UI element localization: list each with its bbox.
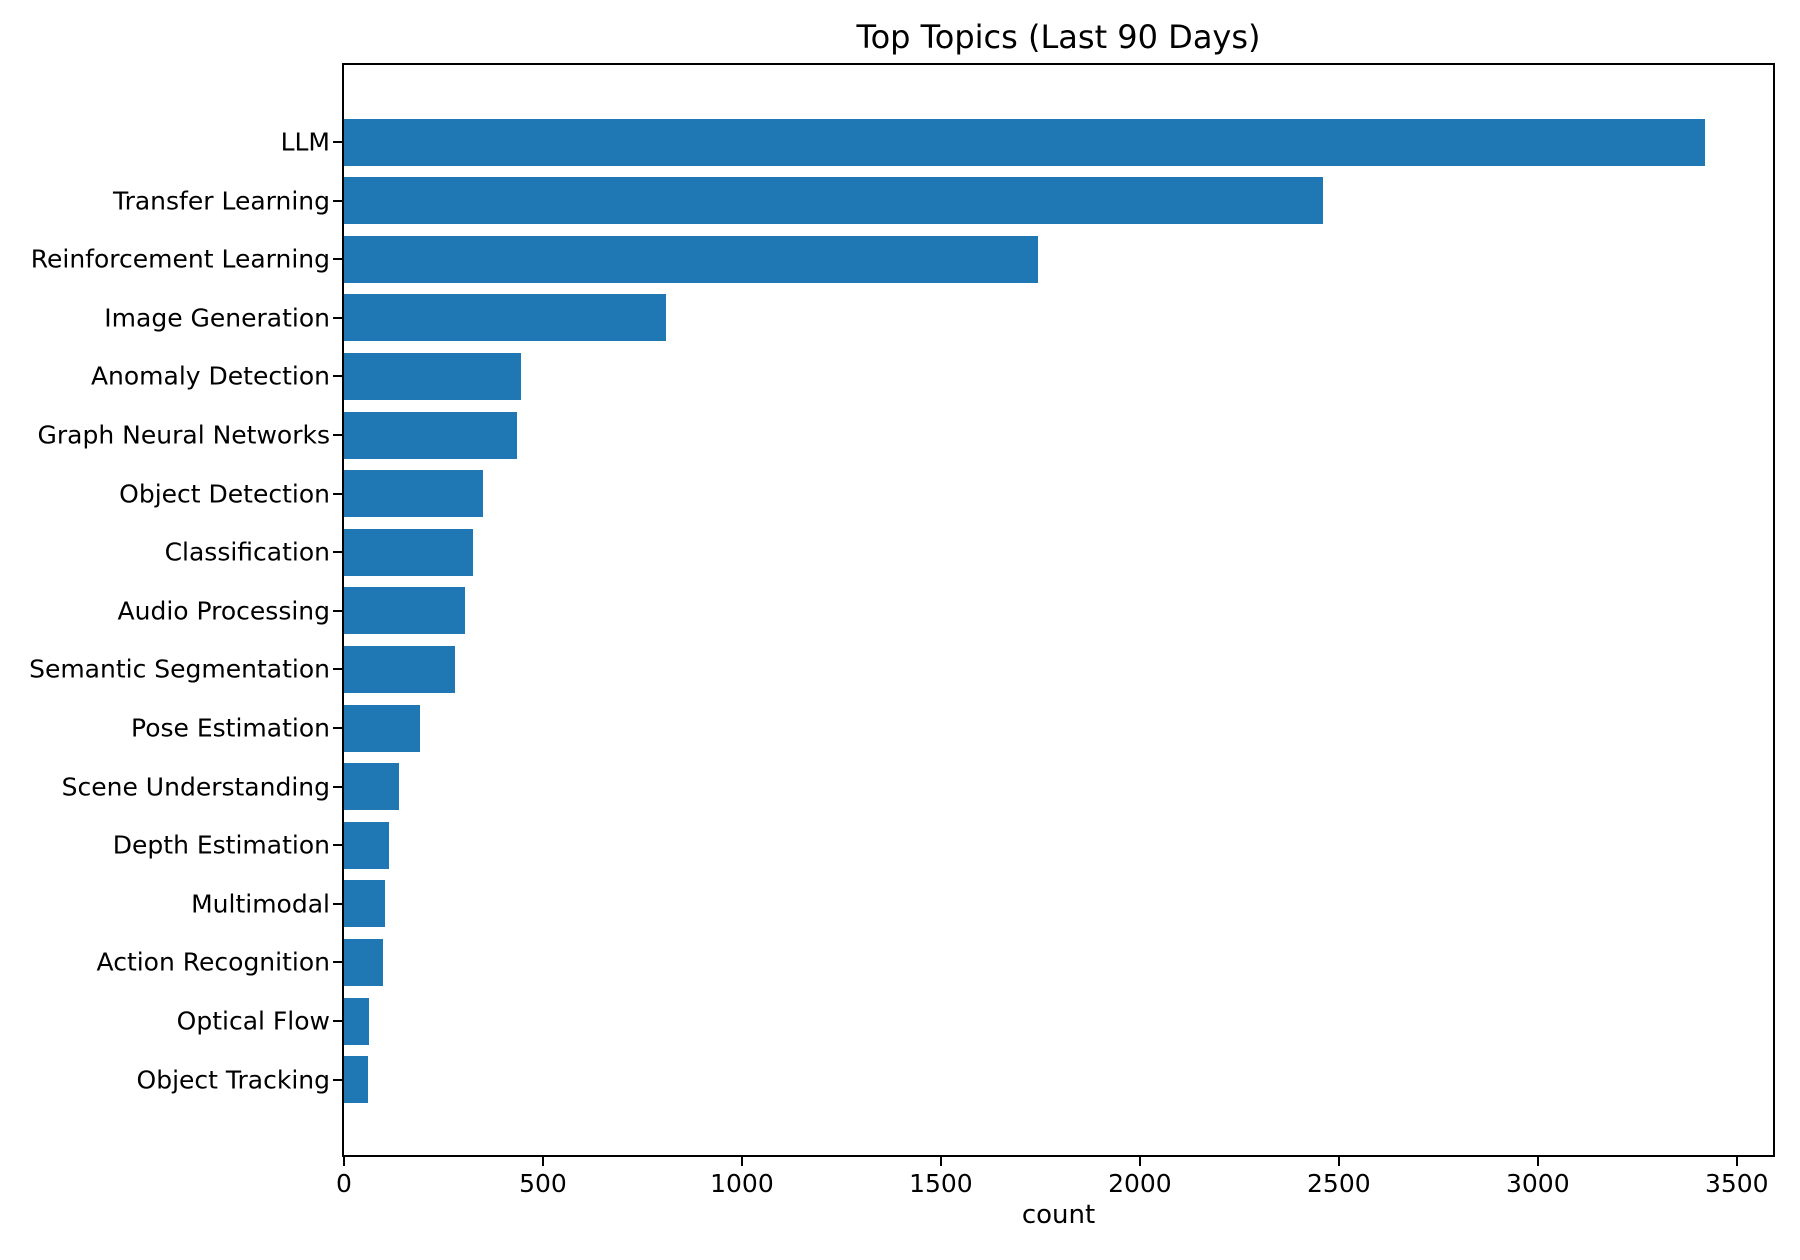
x-tick-mark	[939, 1157, 942, 1166]
y-tick-mark	[333, 961, 342, 964]
bar	[344, 997, 369, 1045]
bar	[344, 470, 483, 518]
x-tick-mark	[1138, 1157, 1141, 1166]
x-tick-mark	[541, 1157, 544, 1166]
bar	[344, 938, 383, 986]
y-tick-mark	[333, 141, 342, 143]
y-tick-label: Optical Flow	[176, 1006, 330, 1036]
y-tick-mark	[333, 258, 342, 261]
bar	[344, 411, 517, 459]
y-tick-mark	[333, 727, 342, 729]
x-tick-label: 3500	[1704, 1169, 1769, 1198]
bar	[344, 528, 473, 576]
bar	[344, 118, 1705, 166]
x-axis-label: count	[1021, 1200, 1096, 1230]
bar	[344, 880, 385, 928]
x-tick-mark	[740, 1157, 743, 1166]
bar	[344, 821, 389, 869]
bar	[344, 645, 455, 693]
bar	[344, 294, 666, 342]
bars-layer	[344, 65, 1773, 1155]
y-tick-mark	[333, 375, 342, 378]
x-tick-mark	[1337, 1157, 1340, 1166]
y-tick-label: Classification	[164, 537, 330, 567]
y-tick-mark	[333, 668, 342, 671]
y-tick-mark	[333, 551, 342, 554]
y-tick-mark	[333, 609, 342, 612]
y-tick-label: Graph Neural Networks	[37, 420, 330, 450]
y-tick-label: Transfer Learning	[112, 186, 330, 216]
x-tick-label: 500	[519, 1169, 567, 1198]
bar	[344, 1056, 368, 1104]
x-tick-label: 3000	[1506, 1169, 1570, 1198]
bar	[344, 177, 1323, 225]
y-tick-label: Scene Understanding	[61, 772, 330, 802]
x-tick-label: 1000	[710, 1169, 774, 1198]
y-tick-mark	[333, 1020, 342, 1022]
x-tick-mark	[1536, 1157, 1539, 1166]
bar	[344, 235, 1038, 283]
bar	[344, 352, 521, 400]
bar	[344, 587, 465, 635]
y-tick-label: Pose Estimation	[131, 713, 330, 743]
y-tick-label: Object Tracking	[136, 1065, 330, 1095]
y-tick-label: Audio Processing	[117, 596, 331, 626]
x-tick-mark	[343, 1157, 345, 1166]
y-tick-mark	[333, 434, 342, 436]
y-tick-label: LLM	[280, 127, 330, 157]
y-tick-label: Object Detection	[119, 479, 330, 509]
x-tick-label: 2000	[1108, 1169, 1172, 1198]
y-tick-label: Multimodal	[191, 889, 330, 919]
bar	[344, 704, 420, 752]
y-tick-mark	[333, 1078, 342, 1081]
y-tick-label: Action Recognition	[96, 947, 330, 977]
y-tick-label: Image Generation	[104, 303, 330, 333]
y-tick-mark	[333, 785, 342, 788]
y-tick-label: Anomaly Detection	[90, 361, 330, 391]
plot-area	[342, 63, 1775, 1157]
y-tick-mark	[333, 902, 342, 905]
y-tick-label: Semantic Segmentation	[29, 654, 330, 684]
y-tick-mark	[333, 492, 342, 495]
y-tick-label: Reinforcement Learning	[30, 244, 330, 274]
y-tick-mark	[333, 199, 342, 202]
x-tick-label: 0	[336, 1169, 352, 1198]
x-tick-label: 1500	[909, 1169, 973, 1198]
chart-title: Top Topics (Last 90 Days)	[856, 18, 1261, 56]
bar	[344, 763, 399, 811]
x-tick-mark	[1735, 1157, 1738, 1166]
y-tick-mark	[333, 844, 342, 847]
x-tick-label: 2500	[1307, 1169, 1371, 1198]
y-tick-label: Depth Estimation	[112, 830, 330, 860]
y-tick-mark	[333, 316, 342, 319]
